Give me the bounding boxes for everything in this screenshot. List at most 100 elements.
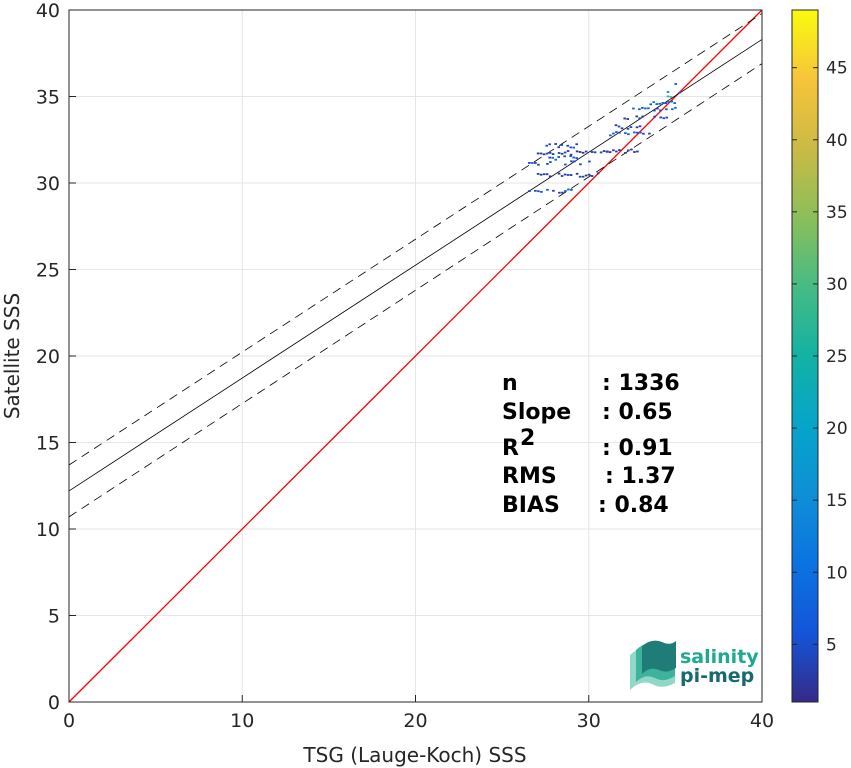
data-point — [618, 149, 621, 151]
data-point — [575, 143, 578, 146]
data-point — [542, 153, 546, 156]
data-point — [623, 117, 626, 120]
data-point — [647, 107, 650, 110]
data-point — [653, 109, 656, 112]
data-point — [633, 131, 636, 134]
data-point — [614, 124, 618, 127]
identity-line — [68, 9, 763, 703]
data-point — [560, 152, 564, 155]
data-point — [584, 150, 588, 153]
data-point — [617, 125, 621, 128]
data-point — [670, 100, 673, 103]
lower-bound-line — [68, 63, 763, 518]
stat-label: n — [502, 371, 518, 396]
logo-wave-icon — [642, 640, 676, 674]
data-point — [569, 174, 573, 176]
data-point — [630, 148, 633, 151]
data-point — [548, 175, 552, 178]
colorbar-tick-label: 5 — [826, 635, 837, 655]
data-point — [626, 118, 629, 120]
data-point — [542, 173, 546, 176]
data-point — [593, 151, 597, 154]
data-point — [638, 117, 641, 120]
data-point — [662, 117, 665, 120]
data-point — [626, 127, 630, 130]
data-point — [609, 134, 612, 137]
x-tick-label: 40 — [750, 710, 774, 732]
data-point — [642, 132, 645, 135]
data-point — [567, 188, 570, 191]
y-tick-label: 20 — [36, 346, 60, 368]
regression-line — [68, 39, 763, 492]
data-point — [564, 190, 567, 192]
data-point — [665, 116, 668, 119]
data-point — [569, 155, 572, 157]
data-point — [602, 150, 606, 152]
colorbar-tick-label: 30 — [826, 275, 848, 295]
data-point — [578, 151, 582, 153]
data-point — [570, 160, 573, 163]
data-point — [641, 107, 644, 109]
data-point — [552, 189, 555, 192]
data-point — [658, 102, 661, 105]
x-tick-label: 30 — [577, 710, 601, 732]
data-point — [581, 151, 585, 154]
data-point — [551, 153, 555, 155]
data-point — [537, 190, 540, 193]
data-point — [557, 156, 560, 158]
stat-value: : 0.65 — [602, 400, 673, 425]
data-point — [624, 132, 627, 134]
data-point — [638, 108, 641, 111]
stat-label-superscript: 2 — [520, 426, 535, 451]
data-point — [570, 188, 573, 191]
data-point — [667, 101, 670, 103]
data-point — [545, 152, 549, 155]
x-tick-label: 10 — [230, 710, 254, 732]
data-point — [561, 191, 564, 194]
data-point — [545, 173, 549, 176]
data-point — [546, 188, 549, 191]
data-point — [632, 107, 635, 110]
data-point — [546, 163, 549, 165]
data-point — [578, 175, 582, 178]
data-point — [639, 131, 642, 134]
data-point — [615, 150, 618, 153]
data-point — [635, 126, 639, 129]
data-point — [612, 149, 615, 152]
data-point — [569, 153, 573, 156]
data-point — [579, 163, 582, 166]
colorbar-tick-label: 25 — [826, 347, 848, 367]
data-point — [575, 150, 579, 153]
data-point — [652, 101, 655, 103]
data-point — [674, 83, 677, 85]
data-point — [534, 189, 537, 192]
data-point — [615, 131, 618, 133]
data-point — [612, 132, 615, 135]
data-point — [620, 127, 624, 130]
colorbar-tick-label: 40 — [826, 131, 848, 151]
stats-box: n: 1336 Slope: 0.65 R 2: 0.91 RMS: 1.37 BIAS:… — [502, 371, 680, 518]
data-point — [557, 152, 561, 154]
y-tick-label: 10 — [36, 519, 60, 541]
data-point — [563, 151, 567, 154]
data-point — [659, 109, 662, 112]
data-point — [638, 125, 642, 128]
data-point — [673, 102, 676, 104]
data-point — [669, 96, 673, 98]
data-point — [534, 162, 537, 164]
plot-lines — [68, 9, 763, 703]
colorbar-tick-label: 45 — [826, 59, 848, 79]
data-point — [536, 152, 540, 155]
data-point — [635, 115, 638, 118]
data-point — [659, 116, 662, 119]
data-point — [540, 191, 543, 193]
x-tick-label: 0 — [63, 710, 75, 732]
stat-value: : 0.84 — [598, 493, 669, 518]
data-point — [649, 103, 652, 106]
data-point — [566, 144, 569, 147]
data-point — [629, 126, 633, 128]
data-point — [596, 172, 600, 175]
data-point — [627, 149, 630, 152]
data-point — [558, 191, 561, 194]
